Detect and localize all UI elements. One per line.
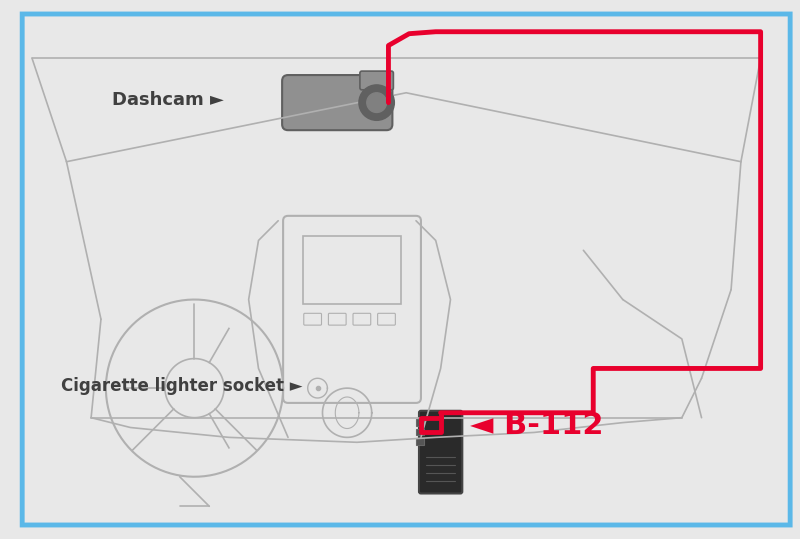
Circle shape <box>359 85 394 120</box>
FancyBboxPatch shape <box>416 429 424 436</box>
FancyBboxPatch shape <box>416 438 424 445</box>
Circle shape <box>366 93 386 113</box>
FancyBboxPatch shape <box>416 419 424 426</box>
Text: Cigarette lighter socket ►: Cigarette lighter socket ► <box>62 377 302 395</box>
FancyBboxPatch shape <box>360 71 394 90</box>
FancyBboxPatch shape <box>282 75 392 130</box>
Text: ◄ B-112: ◄ B-112 <box>470 411 604 440</box>
Text: Dashcam ►: Dashcam ► <box>112 91 224 109</box>
FancyBboxPatch shape <box>419 411 462 494</box>
